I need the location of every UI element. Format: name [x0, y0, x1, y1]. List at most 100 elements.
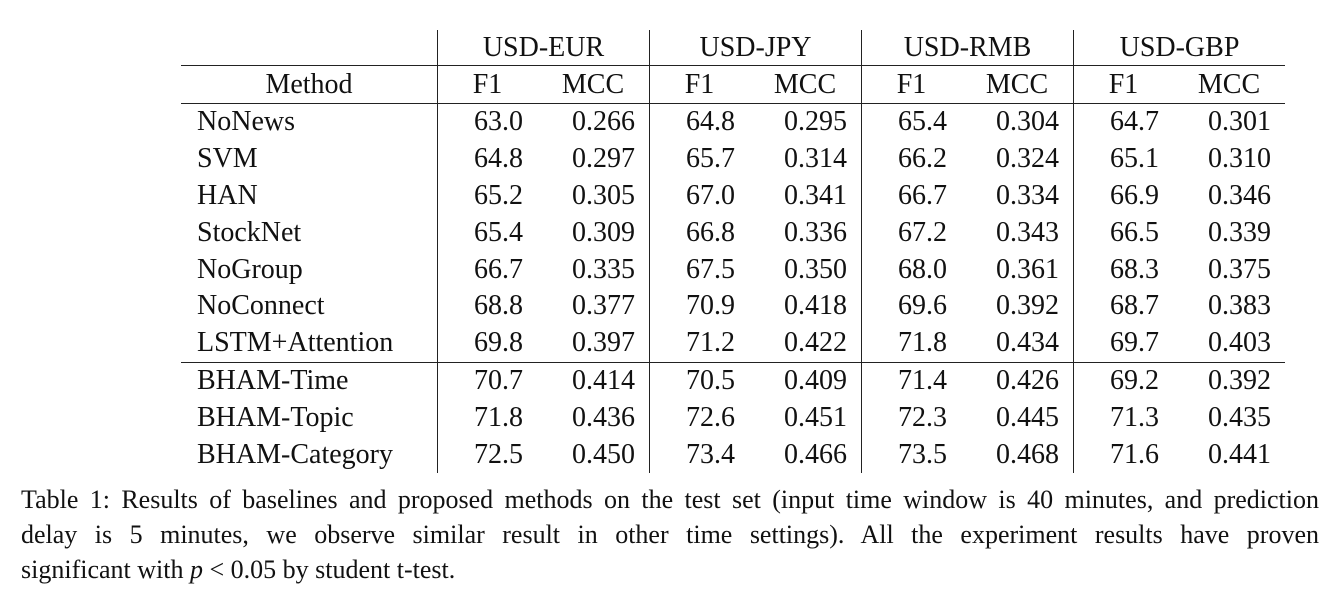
f1-value-cell: 65.1 [1073, 140, 1173, 178]
mcc-value-cell: 0.468 [996, 438, 1059, 470]
empty-corner-cell [181, 30, 438, 66]
mcc-value-cell: 0.297 [572, 143, 635, 175]
mcc-value-cell: 0.304 [961, 102, 1074, 141]
f1-value-cell: 72.5 [437, 436, 537, 473]
mcc-value-cell: 0.436 [572, 401, 635, 433]
metric-header-row: Method F1 MCC F1 MCC F1 MCC F1 MCC [181, 65, 1285, 104]
mcc-value-cell: 0.426 [961, 361, 1074, 400]
f1-header: F1 [861, 65, 961, 104]
table-row: LSTM+Attention 69.8 0.397 71.2 0.422 71.8 0.43… [181, 324, 1285, 363]
mcc-value-cell: 0.434 [996, 327, 1059, 359]
f1-value-cell: 73.5 [861, 436, 961, 473]
group-header-usd-gbp: USD-GBP [1073, 30, 1285, 66]
f1-value-cell: 72.3 [861, 399, 961, 437]
f1-value-cell: 66.2 [861, 140, 961, 178]
results-table-container: USD-EUR USD-JPY USD-RMB USD-GBP Method F… [181, 30, 1285, 473]
f1-value-cell: 71.8 [861, 324, 961, 363]
f1-value-cell: 66.5 [1073, 214, 1173, 252]
f1-value-cell: 71.2 [649, 324, 749, 363]
f1-value-cell: 72.6 [649, 399, 749, 437]
results-table: USD-EUR USD-JPY USD-RMB USD-GBP Method F… [181, 30, 1285, 473]
f1-value-cell: 64.8 [649, 102, 749, 141]
f1-value-cell: 68.0 [861, 251, 961, 288]
f1-value-cell: 69.8 [437, 324, 537, 363]
mcc-header: MCC [961, 65, 1074, 104]
method-name-cell: StockNet [197, 216, 302, 248]
method-name-cell: BHAM-Topic [197, 401, 354, 433]
f1-value-cell: 71.3 [1073, 399, 1173, 437]
mcc-value-cell: 0.409 [749, 361, 862, 400]
mcc-value-cell: 0.324 [996, 143, 1059, 175]
math-value: 0.05 [230, 555, 277, 584]
mcc-value-cell: 0.266 [537, 102, 650, 141]
f1-header: F1 [649, 65, 749, 104]
mcc-value-cell: 0.336 [784, 216, 847, 248]
mcc-value-cell: 0.295 [749, 102, 862, 141]
mcc-value-cell: 0.301 [1173, 102, 1285, 141]
f1-value-cell: 65.7 [649, 140, 749, 178]
table-row: SVM 64.8 0.297 65.7 0.314 66.2 0.324 65.1 0.310 [181, 140, 1285, 178]
method-name-cell: NoNews [181, 102, 438, 141]
mcc-value-cell: 0.403 [1208, 327, 1271, 359]
f1-value-cell: 65.4 [437, 214, 537, 252]
caption-line: significant with p < 0.05 by student t-t… [21, 552, 1319, 587]
f1-value-cell: 65.4 [861, 102, 961, 141]
mcc-value-cell: 0.350 [784, 253, 847, 285]
mcc-value-cell: 0.343 [996, 216, 1059, 248]
f1-value-cell: 71.6 [1073, 436, 1173, 473]
f1-value-cell: 66.7 [437, 251, 537, 288]
f1-value-cell: 68.7 [1073, 287, 1173, 325]
f1-value-cell: 64.8 [437, 140, 537, 178]
f1-value-cell: 71.4 [861, 361, 961, 400]
f1-value-cell: 71.8 [437, 399, 537, 437]
group-header-row: USD-EUR USD-JPY USD-RMB USD-GBP [181, 30, 1285, 66]
mcc-value-cell: 0.392 [996, 290, 1059, 322]
mcc-value-cell: 0.414 [537, 361, 650, 400]
method-name-cell: NoGroup [197, 253, 303, 285]
mcc-value-cell: 0.334 [996, 179, 1059, 211]
caption-text: significant with [21, 555, 190, 584]
caption-text: by student t-test. [276, 555, 456, 584]
mcc-value-cell: 0.466 [784, 438, 847, 470]
caption-line: delay is 5 minutes, we observe similar r… [21, 520, 1319, 549]
method-name-cell: HAN [197, 179, 258, 211]
f1-header: F1 [1073, 65, 1173, 104]
group-header-usd-jpy: USD-JPY [649, 30, 862, 66]
table-row: BHAM-Category 72.5 0.450 73.4 0.466 73.5 0.468… [181, 436, 1285, 473]
math-variable-p: p [189, 555, 203, 584]
mcc-value-cell: 0.335 [572, 253, 635, 285]
mcc-value-cell: 0.435 [1208, 401, 1271, 433]
f1-value-cell: 68.3 [1073, 251, 1173, 288]
mcc-value-cell: 0.310 [1208, 143, 1271, 175]
f1-value-cell: 70.5 [649, 361, 749, 400]
f1-value-cell: 70.7 [437, 361, 537, 400]
group-header-usd-eur: USD-EUR [437, 30, 650, 66]
method-column-header: Method [181, 65, 438, 104]
mcc-value-cell: 0.441 [1208, 438, 1271, 470]
mcc-value-cell: 0.445 [996, 401, 1059, 433]
table-row: BHAM-Time 70.7 0.414 70.5 0.409 71.4 0.426 69.2… [181, 361, 1285, 400]
f1-value-cell: 69.2 [1073, 361, 1173, 400]
method-name-cell: SVM [197, 143, 258, 175]
mcc-header: MCC [537, 65, 650, 104]
f1-value-cell: 65.2 [437, 177, 537, 215]
table-row: StockNet 65.4 0.309 66.8 0.336 67.2 0.343 66.5 0… [181, 214, 1285, 252]
table-caption: Table 1: Results of baselines and propos… [21, 482, 1319, 587]
f1-value-cell: 73.4 [649, 436, 749, 473]
mcc-value-cell: 0.305 [572, 179, 635, 211]
math-operator: < [202, 555, 231, 584]
mcc-value-cell: 0.314 [784, 143, 847, 175]
f1-value-cell: 66.9 [1073, 177, 1173, 215]
table-row: NoNews 63.0 0.266 64.8 0.295 65.4 0.304 64.7 0.3… [181, 102, 1285, 141]
f1-value-cell: 66.8 [649, 214, 749, 252]
f1-value-cell: 68.8 [437, 287, 537, 325]
table-row: NoConnect 68.8 0.377 70.9 0.418 69.6 0.392 68.7… [181, 287, 1285, 325]
caption-line: Table 1: Results of baselines and propos… [21, 485, 1319, 514]
f1-value-cell: 67.2 [861, 214, 961, 252]
mcc-header: MCC [749, 65, 862, 104]
table-row: NoGroup 66.7 0.335 67.5 0.350 68.0 0.361 68.3 0.… [181, 251, 1285, 288]
table-row: BHAM-Topic 71.8 0.436 72.6 0.451 72.3 0.445 71.… [181, 399, 1285, 437]
table-row: HAN 65.2 0.305 67.0 0.341 66.7 0.334 66.9 0.346 [181, 177, 1285, 215]
mcc-value-cell: 0.375 [1208, 253, 1271, 285]
mcc-value-cell: 0.450 [572, 438, 635, 470]
